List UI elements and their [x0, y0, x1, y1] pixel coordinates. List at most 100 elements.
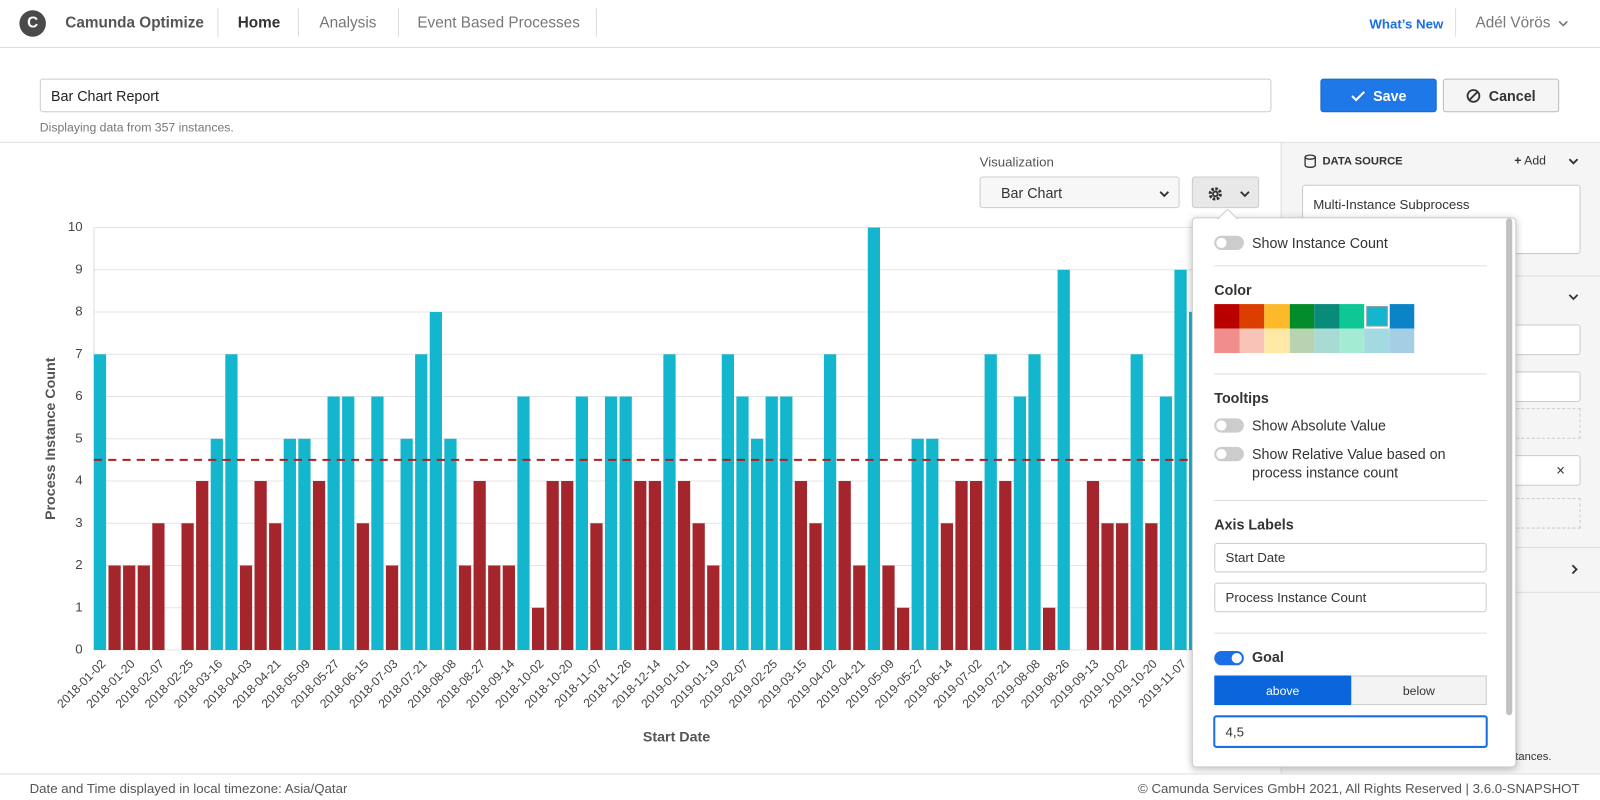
color-swatch[interactable]: [1239, 304, 1265, 329]
bar: [531, 607, 545, 650]
brand[interactable]: Camunda Optimize: [65, 14, 204, 32]
select-fragment[interactable]: [1506, 324, 1581, 356]
bar: [1057, 269, 1070, 650]
goal-input[interactable]: 4,5: [1213, 715, 1488, 748]
bar: [809, 523, 822, 650]
dashed-box: [1506, 408, 1581, 439]
nav-events[interactable]: Event Based Processes: [417, 14, 580, 32]
bar: [721, 354, 735, 650]
visualization-value: Bar Chart: [1001, 184, 1063, 201]
goal-above-button[interactable]: above: [1214, 675, 1352, 706]
save-label: Save: [1373, 87, 1407, 104]
bar: [1101, 523, 1114, 650]
bar: [896, 607, 910, 650]
bar: [298, 438, 311, 650]
color-swatch[interactable]: [1314, 304, 1340, 329]
bar: [911, 438, 924, 650]
y-tick-label: 5: [75, 430, 82, 445]
bar: [181, 523, 194, 650]
save-button[interactable]: Save: [1320, 78, 1437, 113]
bar: [488, 565, 501, 650]
bar: [604, 396, 618, 650]
section-title: Axis Labels: [1214, 516, 1294, 533]
color-swatch[interactable]: [1314, 328, 1340, 354]
separator: [1214, 499, 1487, 502]
chevron: [1240, 191, 1250, 198]
visualization-select[interactable]: Bar Chart: [979, 176, 1180, 209]
y-tick-label: 4: [75, 473, 82, 488]
toggle-label: Show Relative Value based on process ins…: [1252, 445, 1446, 481]
color-swatch[interactable]: [1389, 328, 1415, 354]
bar: [765, 396, 778, 650]
cancel-label: Cancel: [1488, 87, 1536, 104]
divider: [217, 8, 219, 37]
y-tick-label: 2: [75, 557, 82, 572]
color-swatch[interactable]: [1264, 328, 1290, 354]
separator: [0, 141, 1600, 143]
report-name-input[interactable]: Bar Chart Report: [39, 78, 1272, 113]
bar: [210, 438, 223, 650]
bar: [239, 565, 253, 650]
logo[interactable]: C: [19, 10, 46, 37]
toggle[interactable]: [1214, 446, 1244, 462]
filter-fragment[interactable]: ×: [1506, 455, 1581, 486]
toggle[interactable]: [1214, 235, 1244, 250]
nav-analysis[interactable]: Analysis: [319, 14, 377, 32]
bar: [123, 565, 136, 650]
color-swatch[interactable]: [1339, 304, 1365, 329]
goal-toggle[interactable]: [1214, 651, 1244, 666]
color-swatch[interactable]: [1389, 304, 1415, 329]
bar: [590, 523, 603, 650]
bar: [137, 565, 150, 650]
remove-icon[interactable]: ×: [1556, 462, 1566, 480]
bar: [794, 481, 808, 650]
database-icon: [1304, 154, 1316, 168]
nav-home[interactable]: Home: [237, 14, 281, 32]
color-swatch[interactable]: [1214, 304, 1240, 329]
toggle[interactable]: [1214, 418, 1244, 433]
color-swatch[interactable]: [1289, 304, 1315, 329]
color-swatch[interactable]: [1264, 304, 1290, 329]
scrollbar[interactable]: [1506, 218, 1513, 716]
whats-new[interactable]: What’s New: [1369, 16, 1444, 32]
goal-below-button[interactable]: below: [1351, 675, 1487, 706]
bar: [444, 438, 457, 650]
bar: [707, 565, 720, 650]
x-label-input[interactable]: Start Date: [1214, 542, 1487, 573]
y-tick-label: 1: [75, 599, 82, 614]
add-button[interactable]: + Add: [1514, 153, 1546, 168]
bar: [663, 354, 676, 650]
bar: [517, 396, 530, 650]
bar: [926, 438, 939, 650]
color-swatch[interactable]: [1364, 328, 1390, 354]
cancel-icon: [1466, 88, 1481, 103]
separator: [1214, 265, 1487, 267]
user-menu[interactable]: Adél Vörös: [1475, 14, 1551, 32]
color-swatch[interactable]: [1339, 328, 1365, 354]
add-label: Add: [1524, 153, 1546, 168]
bar: [473, 481, 486, 650]
bar: [853, 565, 866, 650]
section-title: Color: [1214, 281, 1252, 298]
bar: [692, 523, 705, 650]
divider: [397, 8, 399, 37]
separator: [1214, 632, 1487, 634]
color-swatch[interactable]: [1364, 304, 1390, 329]
color-swatch[interactable]: [1289, 328, 1315, 354]
settings-button[interactable]: [1191, 176, 1260, 209]
bar: [342, 396, 355, 650]
y-label-input[interactable]: Process Instance Count: [1214, 582, 1487, 613]
select-fragment[interactable]: [1506, 371, 1581, 403]
bar: [1013, 396, 1027, 650]
color-swatch[interactable]: [1239, 328, 1265, 354]
toggle-label: Show Absolute Value: [1252, 417, 1386, 434]
color-swatch[interactable]: [1214, 328, 1240, 354]
chevron: [1568, 158, 1579, 165]
cancel-button[interactable]: Cancel: [1442, 78, 1560, 113]
bar: [561, 481, 574, 650]
bar: [634, 481, 647, 650]
separator: [1214, 373, 1487, 375]
bar: [108, 565, 121, 650]
process-name: Multi-Instance Subprocess: [1313, 196, 1470, 213]
bar: [283, 438, 296, 650]
